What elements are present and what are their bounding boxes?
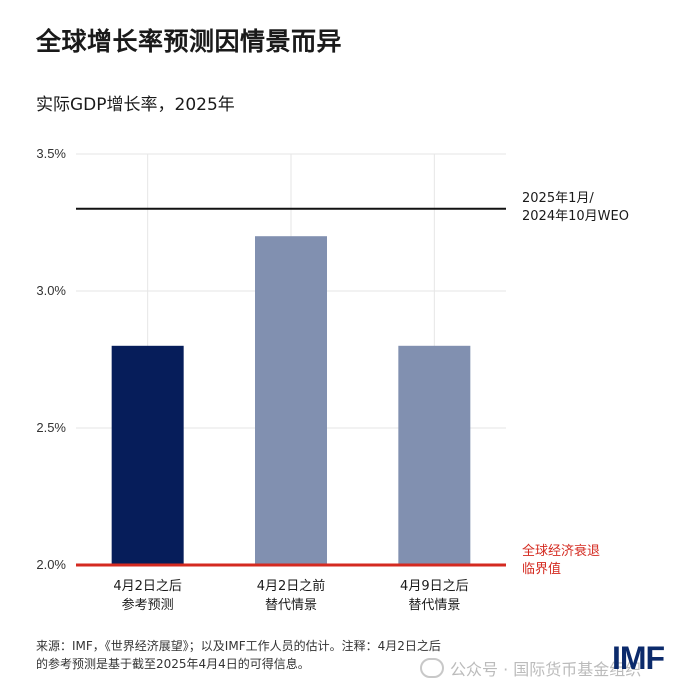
- footnote-line2: 的参考预测是基于截至2025年4月4日的可得信息。: [36, 657, 310, 671]
- footnote-line1: 来源：IMF，《世界经济展望》；以及IMF工作人员的估计。注释：4月2日之后: [36, 639, 441, 653]
- y-tick-label: 3.0%: [36, 283, 66, 298]
- x-category-label: 替代情景: [408, 598, 460, 613]
- weo-reference-label: 2025年1月/ 2024年10月WEO: [522, 190, 629, 226]
- recession-label-line2: 临界值: [522, 562, 562, 577]
- weo-label-line2: 2024年10月WEO: [522, 209, 629, 224]
- y-tick-label: 2.0%: [36, 557, 66, 572]
- x-category-label: 参考预测: [122, 597, 174, 613]
- source-footnote: 来源：IMF，《世界经济展望》；以及IMF工作人员的估计。注释：4月2日之后 的…: [36, 637, 456, 673]
- x-category-label: 4月2日之前: [257, 578, 326, 594]
- bar: [111, 345, 184, 565]
- x-category-label: 替代情景: [265, 598, 317, 613]
- bar: [398, 345, 471, 565]
- chart-title: 全球增长率预测因情景而异: [36, 27, 343, 56]
- x-category-label: 4月9日之后: [400, 579, 469, 594]
- weo-label-line1: 2025年1月/: [522, 191, 594, 206]
- recession-label-line1: 全球经济衰退: [522, 544, 601, 559]
- watermark-text: 公众号 · 国际货币基金组织: [450, 660, 642, 679]
- watermark: 公众号 · 国际货币基金组织: [420, 656, 641, 680]
- recession-threshold-label: 全球经济衰退 临界值: [522, 543, 600, 579]
- chart-subtitle: 实际GDP增长率，2025年: [36, 95, 235, 115]
- x-category-label: 4月2日之后: [113, 579, 182, 594]
- wechat-icon: [420, 658, 444, 678]
- y-tick-label: 3.5%: [36, 146, 66, 161]
- y-tick-label: 2.5%: [36, 420, 66, 435]
- bar: [255, 236, 327, 565]
- imf-logo: IMF: [612, 640, 665, 676]
